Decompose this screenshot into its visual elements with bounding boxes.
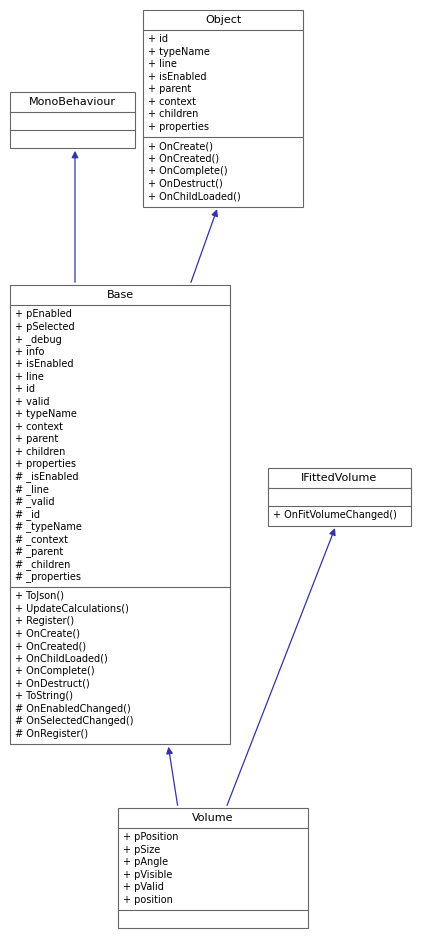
Text: + id: + id [15,384,35,394]
Text: # _line: # _line [15,483,49,495]
Text: + OnCreated(): + OnCreated() [15,641,86,651]
Text: + pSize: + pSize [123,845,160,855]
Text: + UpdateCalculations(): + UpdateCalculations() [15,604,129,613]
Text: + OnCreate(): + OnCreate() [15,629,80,639]
Text: IFittedVolume: IFittedVolume [301,473,378,483]
Text: # _typeName: # _typeName [15,521,82,532]
Text: + OnChildLoaded(): + OnChildLoaded() [148,191,241,201]
Text: # _properties: # _properties [15,572,81,582]
Text: Object: Object [205,15,241,25]
Text: + OnDestruct(): + OnDestruct() [148,179,223,189]
Text: + pAngle: + pAngle [123,857,168,867]
Text: # OnSelectedChanged(): # OnSelectedChanged() [15,717,133,726]
Text: # _id: # _id [15,509,40,520]
Text: Base: Base [107,290,133,300]
Text: + isEnabled: + isEnabled [15,359,74,370]
Bar [10,92,135,148]
Text: # _context: # _context [15,534,68,545]
Text: # _parent: # _parent [15,546,63,557]
Text: + context: + context [148,97,196,107]
Text: + valid: + valid [15,397,50,407]
Text: + position: + position [123,895,173,904]
Bar [143,10,303,207]
Text: + pVisible: + pVisible [123,869,172,880]
Bar [268,468,411,525]
Text: # _valid: # _valid [15,497,54,507]
Text: + info: + info [15,347,44,356]
Text: + line: + line [15,372,44,382]
Text: + _debug: + _debug [15,334,62,345]
Text: + Register(): + Register() [15,616,74,627]
Text: + typeName: + typeName [15,410,77,419]
Text: + ToString(): + ToString() [15,691,73,702]
Text: MonoBehaviour: MonoBehaviour [29,97,116,107]
Text: + OnCreate(): + OnCreate() [148,141,213,152]
Text: # OnEnabledChanged(): # OnEnabledChanged() [15,703,131,714]
Text: + context: + context [15,422,63,431]
Bar [118,808,308,928]
Text: Volume: Volume [192,813,234,823]
Text: + OnComplete(): + OnComplete() [15,666,95,676]
Text: + children: + children [15,447,65,457]
Text: # _isEnabled: # _isEnabled [15,471,78,483]
Bar [10,285,230,744]
Text: # OnRegister(): # OnRegister() [15,729,88,738]
Text: + id: + id [148,34,168,45]
Text: + OnChildLoaded(): + OnChildLoaded() [15,654,108,664]
Text: + OnComplete(): + OnComplete() [148,166,228,176]
Text: + ToJson(): + ToJson() [15,592,64,601]
Text: + pSelected: + pSelected [15,321,75,332]
Text: + parent: + parent [15,434,58,445]
Text: + properties: + properties [15,459,76,469]
Text: + OnCreated(): + OnCreated() [148,154,219,164]
Text: + parent: + parent [148,84,191,94]
Text: + pEnabled: + pEnabled [15,309,72,319]
Text: + children: + children [148,109,198,119]
Text: + isEnabled: + isEnabled [148,72,206,82]
Text: + pPosition: + pPosition [123,832,179,842]
Text: + typeName: + typeName [148,46,210,57]
Text: + OnFitVolumeChanged(): + OnFitVolumeChanged() [273,510,397,520]
Text: + OnDestruct(): + OnDestruct() [15,679,90,689]
Text: + properties: + properties [148,121,209,132]
Text: + line: + line [148,60,177,69]
Text: # _children: # _children [15,558,70,570]
Text: + pValid: + pValid [123,883,164,892]
